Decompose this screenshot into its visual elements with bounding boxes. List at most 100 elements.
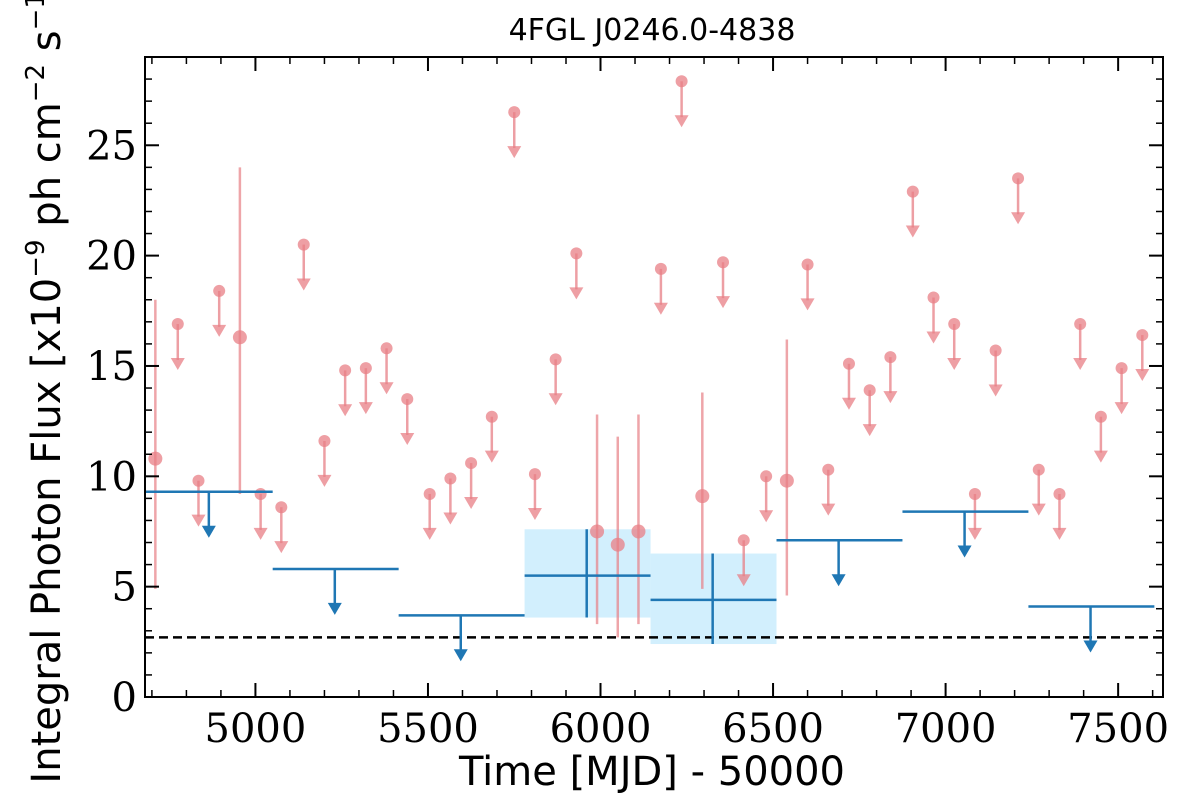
upper-limit-arrow [736, 574, 751, 587]
upper-limit-point [423, 487, 436, 500]
detection-point [610, 537, 625, 552]
upper-limit-point [380, 342, 393, 355]
upper-limit-point [968, 487, 981, 500]
upper-limit-point [717, 256, 730, 269]
upper-limit-arrow [400, 433, 415, 445]
long-upper-limit-arrow [831, 574, 846, 587]
upper-limit-point [297, 238, 310, 251]
plot-frame [144, 56, 1164, 698]
long-bin-error-bands [524, 529, 777, 645]
upper-limit-point [1032, 463, 1045, 476]
upper-limit-point [737, 534, 750, 547]
upper-limit-arrow [905, 225, 920, 238]
upper-limit-arrow [653, 302, 668, 315]
detection-point [148, 451, 163, 466]
upper-limit-arrow [527, 508, 542, 521]
upper-limit-arrow [212, 324, 227, 337]
upper-limit-arrow [947, 357, 962, 370]
upper-limit-arrow [800, 298, 815, 311]
long-upper-limit-arrow [957, 545, 972, 558]
upper-limit-arrow [1073, 357, 1088, 370]
upper-limit-point [192, 474, 205, 487]
x-tick-label: 7000 [895, 706, 997, 752]
upper-limit-arrow [967, 527, 982, 540]
upper-limit-arrow [674, 115, 689, 128]
upper-limit-point [485, 410, 498, 423]
upper-limit-point [570, 247, 583, 260]
upper-limit-point [1136, 329, 1149, 342]
long-bin-detections [524, 529, 777, 645]
detection-point [590, 524, 605, 539]
upper-limit-point [927, 291, 940, 304]
upper-limit-point [1094, 410, 1107, 423]
upper-limit-arrow [988, 384, 1003, 397]
upper-limit-point [318, 435, 331, 447]
upper-limit-point [1115, 362, 1128, 375]
upper-limit-point [465, 457, 478, 470]
upper-limit-arrow [296, 278, 311, 291]
long-upper-limit-arrow [1083, 640, 1098, 653]
upper-limit-arrow [1114, 402, 1129, 415]
upper-limit-arrow [1052, 527, 1067, 540]
x-tick-label: 6000 [550, 706, 652, 752]
upper-limit-point [822, 463, 835, 476]
upper-limit-arrow [841, 397, 856, 410]
upper-limit-arrow [358, 402, 373, 415]
upper-limit-point [359, 362, 372, 375]
upper-limit-point [1012, 172, 1025, 185]
detection-point [631, 524, 646, 539]
upper-limit-arrow [253, 527, 268, 540]
upper-limit-arrow [548, 393, 563, 406]
y-tick-label: 5 [112, 565, 137, 611]
chart-title: 4FGL J0246.0-4838 [509, 13, 796, 48]
upper-limit-arrow [883, 391, 898, 404]
upper-limit-arrow [317, 474, 332, 487]
detection-point [232, 330, 247, 345]
x-tick-label: 7500 [1067, 706, 1169, 752]
upper-limit-arrow [274, 541, 289, 554]
x-tick-label: 5500 [377, 706, 479, 752]
upper-limit-arrow [338, 404, 353, 417]
upper-limit-arrow [1135, 369, 1150, 381]
upper-limit-arrow [191, 514, 206, 527]
upper-limit-point [528, 468, 541, 481]
long-upper-limit-arrow [201, 525, 216, 538]
upper-limit-arrow [759, 510, 774, 523]
upper-limit-point [842, 357, 855, 370]
upper-limit-point [989, 344, 1002, 357]
x-tick-label: 6500 [722, 706, 824, 752]
y-tick-label: 0 [112, 675, 137, 721]
upper-limit-arrow [926, 331, 941, 344]
upper-limit-point [254, 487, 267, 500]
detection-point [695, 489, 710, 504]
upper-limit-arrow [379, 382, 394, 395]
long-upper-limit-arrow [327, 602, 342, 615]
upper-limit-arrow [1011, 212, 1026, 225]
upper-limit-point [1074, 318, 1087, 331]
upper-limit-arrow [716, 296, 731, 309]
upper-limit-arrow [170, 357, 185, 370]
y-tick-label: 20 [86, 234, 137, 280]
upper-limit-point [906, 185, 919, 198]
upper-limit-point [339, 364, 352, 377]
upper-limit-point [549, 353, 562, 366]
upper-limit-point [171, 318, 184, 331]
upper-limit-arrow [1031, 503, 1046, 516]
upper-limit-arrow [422, 527, 437, 540]
axis-ticks: 5000 5500 6000 6500 7000 7500 0 5 10 15 20 25 [86, 57, 1169, 752]
x-tick-label: 5000 [205, 706, 307, 752]
short-bin-detections [148, 167, 794, 638]
upper-limit-arrow [862, 424, 877, 437]
detection-point [779, 473, 794, 488]
y-tick-label: 10 [86, 454, 137, 500]
upper-limit-point [863, 384, 876, 397]
upper-limit-point [760, 470, 773, 483]
upper-limit-point [1053, 487, 1066, 500]
upper-limit-arrow [821, 503, 836, 516]
x-axis-label: Time [MJD] - 50000 [458, 749, 845, 795]
upper-limit-point [444, 472, 457, 485]
upper-limit-arrow [484, 450, 499, 463]
upper-limit-point [801, 258, 814, 271]
upper-limit-point [675, 75, 688, 88]
